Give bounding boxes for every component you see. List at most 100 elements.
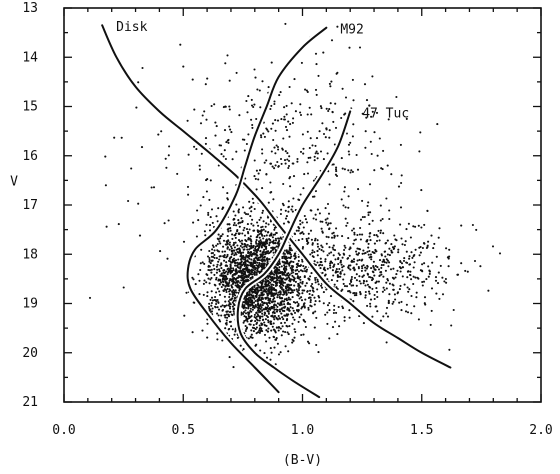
star-point (289, 298, 292, 301)
star-point (262, 237, 265, 240)
star-point (349, 247, 352, 250)
star-point (228, 293, 231, 296)
star-point (268, 336, 271, 339)
star-point (263, 352, 266, 355)
star-point (349, 268, 352, 271)
star-point (344, 217, 347, 220)
star-point (168, 145, 171, 148)
star-point (297, 283, 300, 286)
star-point (286, 277, 289, 280)
star-point (431, 261, 434, 264)
star-point (228, 248, 231, 251)
star-point (281, 260, 284, 263)
star-point (248, 200, 251, 203)
star-point (255, 242, 258, 245)
star-point (275, 277, 278, 280)
star-point (304, 88, 307, 91)
star-point (234, 297, 237, 300)
star-point (368, 249, 371, 253)
star-point (333, 235, 336, 238)
star-point (326, 278, 329, 281)
star-point (330, 251, 333, 254)
star-point (258, 331, 261, 334)
star-point (269, 239, 272, 242)
star-point (218, 258, 221, 261)
star-point (390, 249, 393, 252)
star-point (300, 299, 304, 302)
star-point (311, 195, 315, 198)
star-point (397, 248, 400, 251)
star-point (328, 82, 331, 85)
star-point (404, 310, 408, 313)
star-point (268, 244, 271, 247)
star-point (255, 311, 258, 315)
star-point (291, 121, 294, 124)
star-point (215, 276, 218, 279)
star-point (344, 96, 348, 99)
star-point (212, 255, 215, 259)
star-point (242, 206, 245, 209)
star-point (341, 167, 344, 170)
star-point (235, 203, 238, 206)
star-point (255, 321, 259, 324)
star-point (380, 253, 383, 256)
star-point (308, 292, 311, 296)
star-point (228, 223, 231, 226)
star-point (369, 211, 372, 214)
star-point (258, 169, 262, 172)
star-point (278, 269, 281, 272)
star-point (343, 168, 346, 171)
star-point (220, 267, 223, 270)
star-point (260, 253, 263, 257)
star-point (229, 265, 232, 268)
star-point (251, 126, 254, 129)
star-point (265, 238, 268, 241)
star-point (279, 157, 283, 161)
star-point (223, 272, 226, 275)
star-point (231, 252, 234, 255)
star-point (260, 264, 264, 268)
star-point (263, 308, 266, 311)
star-point (362, 249, 365, 252)
star-point (258, 327, 261, 330)
star-point (263, 135, 266, 138)
star-point (262, 293, 265, 296)
star-point (363, 83, 367, 86)
star-point (258, 89, 261, 92)
star-point (297, 310, 300, 313)
star-point (390, 173, 393, 176)
star-point (217, 308, 221, 311)
star-point (225, 313, 228, 316)
star-point (242, 283, 245, 286)
star-point (309, 289, 312, 292)
star-point (278, 94, 281, 97)
star-point (322, 302, 325, 305)
star-point (438, 227, 441, 230)
star-point (207, 268, 210, 272)
star-point (334, 102, 337, 105)
star-point (321, 122, 324, 125)
star-point (243, 306, 246, 309)
star-point (364, 146, 367, 149)
star-point (371, 270, 374, 273)
star-point (284, 274, 288, 277)
star-point (385, 261, 388, 264)
star-point (250, 288, 253, 291)
star-point (348, 254, 351, 257)
star-point (208, 229, 212, 232)
star-point (257, 270, 260, 273)
star-point (255, 291, 258, 294)
star-point (204, 83, 207, 86)
star-point (247, 95, 250, 98)
star-point (308, 342, 311, 345)
star-point (249, 235, 252, 238)
star-point (412, 275, 415, 278)
star-point (235, 253, 238, 256)
star-point (349, 141, 352, 144)
star-point (282, 306, 285, 309)
star-point (298, 297, 301, 300)
star-point (312, 287, 315, 290)
star-point (259, 249, 262, 253)
star-point (243, 149, 246, 152)
star-point (230, 131, 233, 134)
